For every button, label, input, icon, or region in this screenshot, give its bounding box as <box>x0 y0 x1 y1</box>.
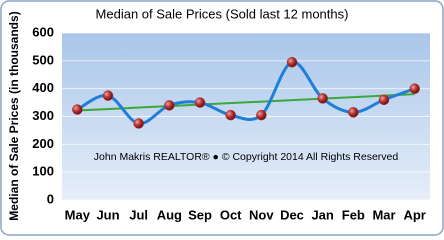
marker <box>348 107 359 118</box>
marker <box>317 93 328 104</box>
y-tick-label: 600 <box>32 24 54 39</box>
y-tick-label: 0 <box>47 191 54 206</box>
chart-title: Median of Sale Prices (Sold last 12 mont… <box>96 6 349 21</box>
x-tick-label: Sep <box>188 207 212 222</box>
x-tick-label: Oct <box>220 207 242 222</box>
x-tick-label: Jan <box>311 207 333 222</box>
y-tick-label: 100 <box>32 164 54 179</box>
marker <box>378 94 390 106</box>
x-tick-label: Jul <box>129 207 148 222</box>
y-tick-label: 300 <box>32 108 54 123</box>
marker <box>164 100 175 111</box>
y-tick-label: 500 <box>32 52 54 67</box>
marker <box>72 104 83 115</box>
marker <box>102 90 114 101</box>
x-tick-label: Aug <box>157 207 182 222</box>
marker <box>256 109 267 121</box>
trendline <box>77 93 415 112</box>
marker <box>194 97 206 108</box>
x-tick-label: Mar <box>372 207 395 222</box>
x-tick-label: May <box>65 207 91 222</box>
y-tick-label: 400 <box>32 80 54 95</box>
x-tick-label: Nov <box>249 207 274 222</box>
marker <box>409 83 420 94</box>
y-tick-label: 200 <box>32 136 54 151</box>
marker <box>133 118 144 129</box>
x-tick-label: Apr <box>403 207 425 222</box>
x-tick-label: Dec <box>280 207 304 222</box>
x-tick-label: Feb <box>342 207 365 222</box>
marker <box>286 56 298 68</box>
y-axis-label: Median of Sale Prices (in thousands) <box>7 11 21 220</box>
annotation: John Makris REALTOR® ● © Copyright 2014 … <box>94 151 399 163</box>
marker <box>225 109 236 121</box>
x-tick-label: Jun <box>96 207 119 222</box>
